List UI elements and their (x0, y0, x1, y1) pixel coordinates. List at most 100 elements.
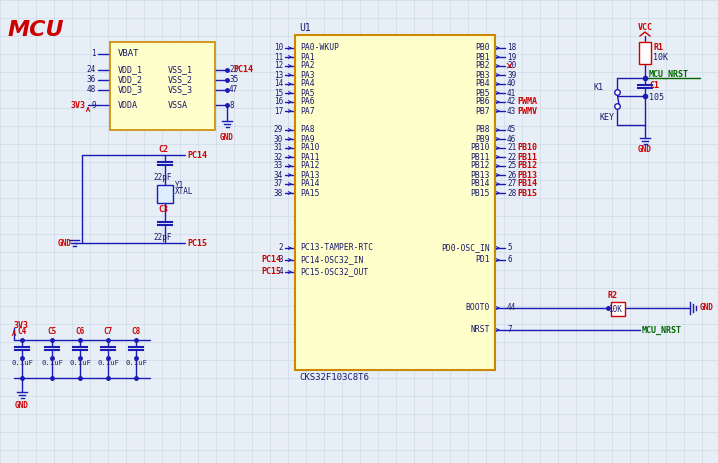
Text: PC14: PC14 (233, 65, 253, 75)
Text: PA12: PA12 (300, 162, 320, 170)
Text: PC13-TAMPER-RTC: PC13-TAMPER-RTC (300, 244, 373, 252)
Text: PB15: PB15 (470, 188, 490, 198)
Text: 8: 8 (229, 100, 233, 110)
Text: 1: 1 (91, 50, 96, 58)
Text: 10K: 10K (653, 54, 668, 63)
Text: 16: 16 (274, 98, 283, 106)
Text: 30: 30 (274, 134, 283, 144)
Text: PB4: PB4 (475, 80, 490, 88)
Text: PB11: PB11 (517, 152, 537, 162)
Text: PA10: PA10 (300, 144, 320, 152)
Text: PB3: PB3 (475, 70, 490, 80)
Text: BOOT0: BOOT0 (466, 304, 490, 313)
Text: 0.1uF: 0.1uF (41, 360, 63, 366)
Text: 3: 3 (279, 256, 283, 264)
Text: 22pF: 22pF (154, 233, 172, 243)
Text: PA5: PA5 (300, 88, 314, 98)
Text: 17: 17 (274, 106, 283, 115)
Text: 23: 23 (229, 65, 238, 75)
Text: C3: C3 (158, 205, 168, 213)
Bar (295, 35, 495, 370)
Text: 3V3: 3V3 (14, 321, 29, 331)
Text: PA1: PA1 (300, 52, 314, 62)
Text: 0.1uF: 0.1uF (69, 360, 91, 366)
Text: PB9: PB9 (475, 134, 490, 144)
Text: 10K: 10K (608, 306, 622, 314)
Text: VDD_3: VDD_3 (118, 86, 143, 94)
Text: PB10: PB10 (517, 144, 537, 152)
Text: VSSA: VSSA (168, 100, 188, 110)
Text: 42: 42 (507, 98, 516, 106)
Text: PB6: PB6 (475, 98, 490, 106)
Text: PB2: PB2 (475, 62, 490, 70)
Text: 36: 36 (87, 75, 96, 85)
Text: PB7: PB7 (475, 106, 490, 115)
Text: PA9: PA9 (300, 134, 314, 144)
Text: PC15: PC15 (187, 238, 207, 248)
Text: 22pF: 22pF (154, 174, 172, 182)
Text: XTAL: XTAL (175, 188, 193, 196)
Text: C8: C8 (131, 327, 141, 337)
Text: PD1: PD1 (475, 256, 490, 264)
Text: 41: 41 (507, 88, 516, 98)
Text: PA0-WKUP: PA0-WKUP (300, 44, 339, 52)
Text: 11: 11 (274, 52, 283, 62)
Text: 44: 44 (507, 304, 516, 313)
Text: GND: GND (58, 238, 72, 248)
Text: 12: 12 (274, 62, 283, 70)
Text: MCU_NRST: MCU_NRST (642, 325, 682, 335)
Text: PC15-OSC32_OUT: PC15-OSC32_OUT (300, 268, 368, 276)
Text: VBAT: VBAT (118, 50, 139, 58)
Text: 2: 2 (279, 244, 283, 252)
Text: 13: 13 (274, 70, 283, 80)
Bar (639, 42, 651, 64)
Text: 48: 48 (87, 86, 96, 94)
Text: PA4: PA4 (300, 80, 314, 88)
Text: 10: 10 (274, 44, 283, 52)
Text: Y1: Y1 (175, 181, 185, 189)
Text: U1: U1 (299, 23, 311, 33)
Text: PB0: PB0 (475, 44, 490, 52)
Text: 14: 14 (274, 80, 283, 88)
Text: GND: GND (638, 145, 652, 155)
Text: C6: C6 (75, 327, 85, 337)
Text: 29: 29 (274, 125, 283, 134)
Text: 7: 7 (507, 325, 512, 334)
Text: VDDA: VDDA (118, 100, 138, 110)
Text: 43: 43 (507, 106, 516, 115)
Text: VSS_1: VSS_1 (168, 65, 193, 75)
Text: PD0-OSC_IN: PD0-OSC_IN (442, 244, 490, 252)
Text: MCU_NRST: MCU_NRST (649, 69, 689, 79)
Text: K1: K1 (593, 83, 603, 93)
Text: 38: 38 (274, 188, 283, 198)
Text: 26: 26 (507, 170, 516, 180)
Text: 0.1uF: 0.1uF (11, 360, 33, 366)
Text: C4: C4 (17, 327, 27, 337)
Text: 9: 9 (91, 100, 96, 110)
Text: 40: 40 (507, 80, 516, 88)
Text: PB13: PB13 (517, 170, 537, 180)
Text: 18: 18 (507, 44, 516, 52)
Text: PA7: PA7 (300, 106, 314, 115)
Text: PC14-OSC32_IN: PC14-OSC32_IN (300, 256, 363, 264)
Text: 31: 31 (274, 144, 283, 152)
Text: GND: GND (15, 401, 29, 411)
Bar (611, 302, 625, 316)
Text: 46: 46 (507, 134, 516, 144)
Text: PB1: PB1 (475, 52, 490, 62)
Text: PB14: PB14 (517, 180, 537, 188)
Text: VSS_3: VSS_3 (168, 86, 193, 94)
Text: C7: C7 (103, 327, 113, 337)
Text: 22: 22 (507, 152, 516, 162)
Text: PA11: PA11 (300, 152, 320, 162)
Text: 15: 15 (274, 88, 283, 98)
Text: PB10: PB10 (470, 144, 490, 152)
Text: 32: 32 (274, 152, 283, 162)
Text: PB13: PB13 (470, 170, 490, 180)
Text: ×: × (504, 61, 513, 71)
Text: 33: 33 (274, 162, 283, 170)
Text: PWMV: PWMV (517, 106, 537, 115)
Text: PB5: PB5 (475, 88, 490, 98)
Text: PB11: PB11 (470, 152, 490, 162)
Text: 47: 47 (229, 86, 238, 94)
